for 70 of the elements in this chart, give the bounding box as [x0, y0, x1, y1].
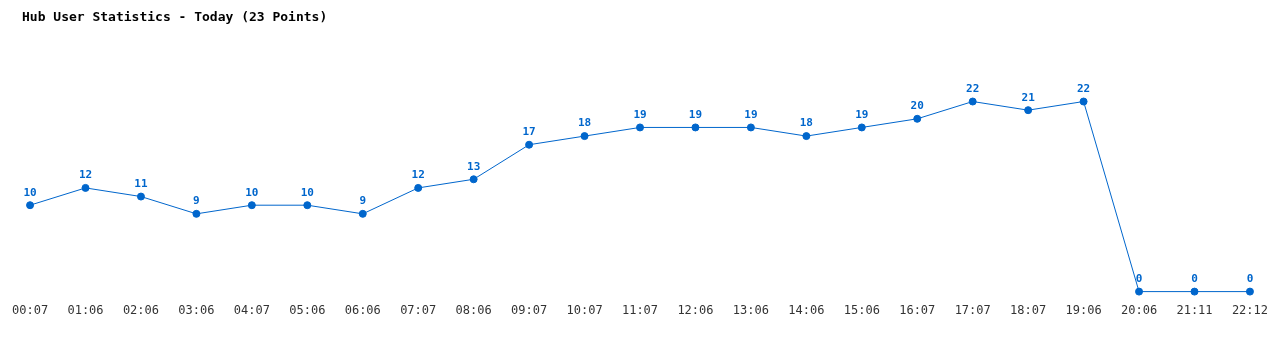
x-tick-label: 18:07 [1010, 302, 1047, 317]
x-tick-label: 22:12 [1231, 302, 1268, 317]
data-label: 17 [522, 125, 536, 139]
point [358, 209, 367, 218]
x-tick-label: 08:06 [455, 302, 492, 317]
x-tick-label: 04:07 [233, 302, 270, 317]
x-tick-label: 20:06 [1120, 302, 1158, 317]
point [1190, 287, 1199, 296]
point [414, 183, 423, 192]
point [857, 123, 866, 132]
x-tick-label: 19:06 [1065, 302, 1102, 317]
x-tick-label: 01:06 [67, 302, 104, 317]
point [968, 97, 977, 106]
data-label: 21 [1021, 90, 1036, 104]
x-tick-label: 10:07 [566, 302, 603, 317]
point [802, 132, 811, 141]
point [636, 123, 644, 132]
data-label: 22 [966, 81, 980, 95]
x-tick-label: 03:06 [178, 302, 215, 317]
x-tick-label: 09:07 [511, 302, 548, 317]
data-label: 10 [23, 185, 37, 199]
point [192, 209, 201, 218]
point [1079, 97, 1088, 106]
point [136, 192, 145, 201]
x-tick-label: 13:06 [732, 302, 769, 317]
x-tick-label: 21:11 [1176, 302, 1213, 317]
data-label: 11 [134, 176, 148, 190]
data-label: 13 [467, 159, 481, 173]
data-label: 9 [359, 194, 367, 208]
point [26, 201, 35, 210]
point [1135, 287, 1144, 296]
point [580, 132, 589, 141]
point [1245, 287, 1254, 296]
point [303, 201, 312, 210]
data-label: 20 [910, 99, 924, 113]
x-tick-label: 14:06 [788, 302, 825, 317]
x-tick-label: 12:06 [677, 302, 714, 317]
data-label: 0 [1246, 271, 1254, 285]
data-label: 19 [688, 107, 703, 121]
x-tick-label: 15:06 [843, 302, 880, 317]
x-tick-label: 06:06 [344, 302, 381, 317]
x-tick-label: 07:07 [400, 302, 437, 317]
data-label: 18 [577, 116, 592, 130]
point [691, 123, 700, 132]
chart-title: Hub User Statistics - Today (23 Points) [22, 9, 328, 25]
data-label: 18 [799, 116, 813, 130]
data-label: 12 [411, 168, 425, 182]
data-label: 0 [1135, 271, 1143, 285]
x-tick-label: 00:07 [12, 302, 49, 317]
point [1024, 106, 1033, 115]
data-label: 10 [245, 185, 259, 199]
point [247, 201, 256, 210]
point [469, 175, 478, 184]
data-label: 9 [193, 194, 200, 208]
data-label: 22 [1076, 81, 1091, 95]
data-label: 19 [633, 107, 647, 121]
data-label: 12 [78, 168, 93, 182]
x-tick-label: 16:07 [899, 302, 936, 317]
x-tick-label: 11:07 [621, 302, 659, 317]
point [81, 183, 90, 192]
data-label: 19 [744, 107, 758, 121]
x-tick-label: 17:07 [954, 302, 991, 317]
data-label: 0 [1191, 271, 1198, 285]
x-tick-label: 02:06 [122, 302, 160, 317]
data-label: 19 [855, 107, 869, 121]
point [525, 140, 534, 149]
point [746, 123, 755, 132]
data-label: 10 [300, 185, 314, 199]
x-tick-label: 05:06 [289, 302, 326, 317]
point [913, 114, 922, 123]
